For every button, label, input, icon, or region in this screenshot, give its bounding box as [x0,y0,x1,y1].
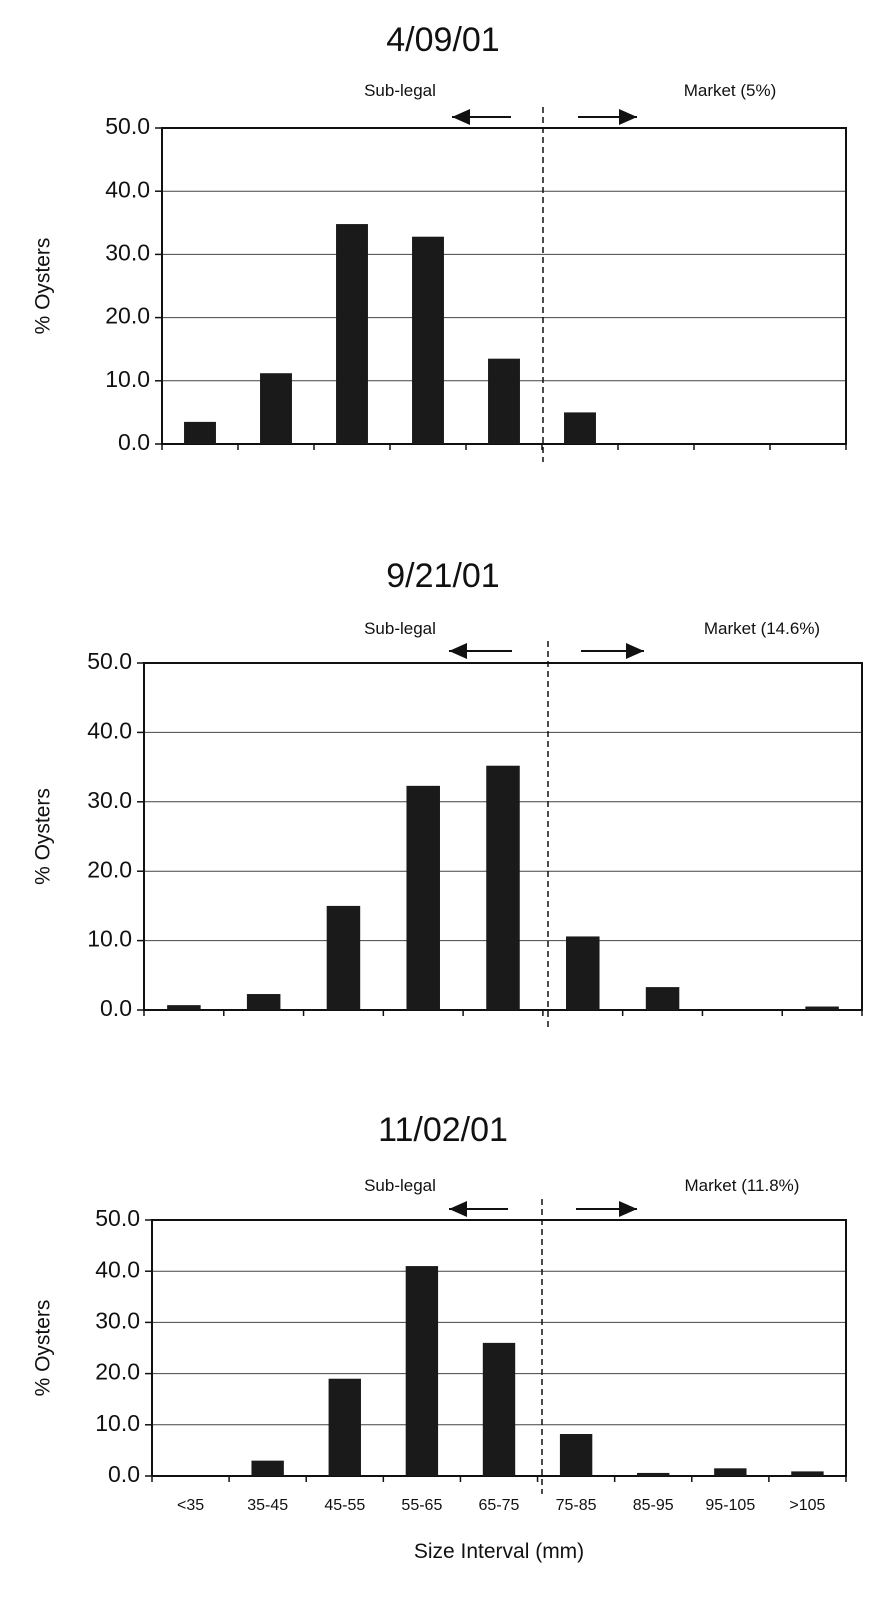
y-tick-label: 40.0 [87,717,132,743]
y-tick-label: 0.0 [100,995,132,1021]
y-tick-label: 20.0 [95,1359,140,1385]
bar-<35 [184,421,216,444]
y-tick-label: 40.0 [105,176,150,202]
market-arrow [576,1201,637,1217]
bar-65-75 [482,1342,516,1476]
bar-<35 [167,1005,201,1010]
y-tick-label: 0.0 [118,429,150,455]
bar-35-45 [246,994,281,1010]
y-tick-label: 50.0 [105,113,150,139]
chart-title: 11/02/01 [378,1111,508,1149]
bar-75-85 [559,1434,593,1476]
y-tick-label: 30.0 [105,239,150,265]
bar-55-65 [406,785,440,1010]
x-tick-label: >105 [789,1497,825,1514]
sub-legal-label: Sub-legal [364,81,436,100]
market-arrow-head [619,109,637,125]
bar-75-85 [566,936,600,1010]
x-tick-label: 45-55 [324,1497,365,1514]
market-label: Market (11.8%) [685,1176,800,1195]
y-axis-label: % Oysters [32,238,55,335]
bar->105 [805,1006,839,1010]
market-arrow [578,109,637,125]
chart-panel-2: 9/21/01 Sub-legal Market (14.6%) 0.0 10.0 20.… [32,557,863,1028]
y-tick-label: 50.0 [87,648,132,674]
x-tick-label: <35 [177,1497,204,1514]
market-label: Market (14.6%) [704,619,820,638]
y-tick-label: 10.0 [95,1410,140,1436]
sub-legal-label: Sub-legal [364,1176,436,1195]
bar-45-55 [336,224,368,444]
bar-85-95 [637,1472,670,1476]
x-tick-label: 95-105 [705,1497,755,1514]
x-tick-label: 85-95 [633,1497,674,1514]
y-tick-label: 20.0 [87,856,132,882]
sub-legal-arrow [449,643,512,659]
y-tick-label: 0.0 [108,1461,140,1487]
y-tick-label: 10.0 [87,926,132,952]
sub-legal-arrow-head [449,643,467,659]
bar-85-95 [645,987,680,1010]
y-axis-label: % Oysters [32,788,55,885]
sub-legal-label: Sub-legal [364,619,436,638]
y-tick-label: 30.0 [87,787,132,813]
x-tick-label: 35-45 [247,1497,288,1514]
sub-legal-arrow-head [452,109,470,125]
chart-panel-3: 11/02/01 Sub-legal Market (11.8%) 0.0 10.0 20… [32,1111,847,1563]
market-label: Market (5%) [684,81,777,100]
bar-55-65 [405,1266,439,1476]
y-tick-label: 10.0 [105,366,150,392]
bar-35-45 [260,373,292,444]
bar-95-105 [714,1468,747,1476]
bar-55-65 [412,236,444,444]
x-tick-label: 65-75 [479,1497,520,1514]
y-tick-label: 20.0 [105,303,150,329]
x-tick-label: 55-65 [401,1497,442,1514]
market-arrow-head [619,1201,637,1217]
bar-65-75 [488,358,520,444]
y-tick-label: 50.0 [95,1205,140,1231]
bar-75-85 [564,412,596,444]
x-axis-label: Size Interval (mm) [414,1540,584,1563]
market-arrow-head [626,643,644,659]
y-tick-label: 40.0 [95,1256,140,1282]
bar-45-55 [326,905,361,1010]
x-tick-label: 75-85 [556,1497,597,1514]
chart-title: 9/21/01 [386,557,499,595]
y-axis-label: % Oysters [32,1300,55,1397]
chart-panel-1: 4/09/01 Sub-legal Market (5%) 0.0 10.0 20.0 30… [32,21,847,462]
bar->105 [791,1471,824,1476]
bar-35-45 [251,1460,284,1476]
bar-45-55 [328,1378,361,1476]
chart-title: 4/09/01 [386,21,499,59]
market-arrow [581,643,644,659]
sub-legal-arrow-head [449,1201,467,1217]
sub-legal-arrow [452,109,511,125]
bar-65-75 [486,765,520,1010]
sub-legal-arrow [449,1201,508,1217]
y-tick-label: 30.0 [95,1307,140,1333]
